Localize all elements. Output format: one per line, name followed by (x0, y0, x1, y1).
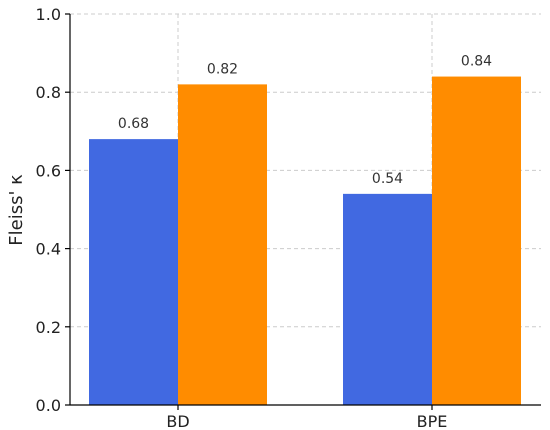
data-label: 0.54 (372, 171, 403, 187)
bar-bd-series-2 (178, 84, 267, 405)
bar-bpe-series-1 (343, 193, 432, 405)
y-tick-label: 0.8 (36, 83, 61, 102)
data-label: 0.68 (118, 116, 149, 132)
axes: 0.0 0.2 0.4 0.6 0.8 1.0 BD BPE (36, 5, 541, 430)
x-tick-label: BPE (417, 412, 448, 430)
bar-bd-series-1 (89, 139, 178, 405)
y-tick-label: 0.4 (36, 240, 61, 259)
data-label: 0.84 (461, 54, 492, 70)
data-label: 0.82 (207, 61, 238, 77)
data-labels: 0.68 0.54 0.82 0.84 (118, 54, 492, 187)
x-tick-label: BD (166, 412, 189, 430)
y-tick-label: 0.2 (36, 318, 61, 337)
y-axis-label: Fleiss' κ (6, 174, 27, 246)
y-tick-label: 0.0 (36, 396, 61, 415)
y-tick-label: 1.0 (36, 5, 61, 24)
bar-bpe-series-2 (432, 76, 521, 405)
y-tick-label: 0.6 (36, 161, 61, 180)
bars (89, 76, 521, 405)
